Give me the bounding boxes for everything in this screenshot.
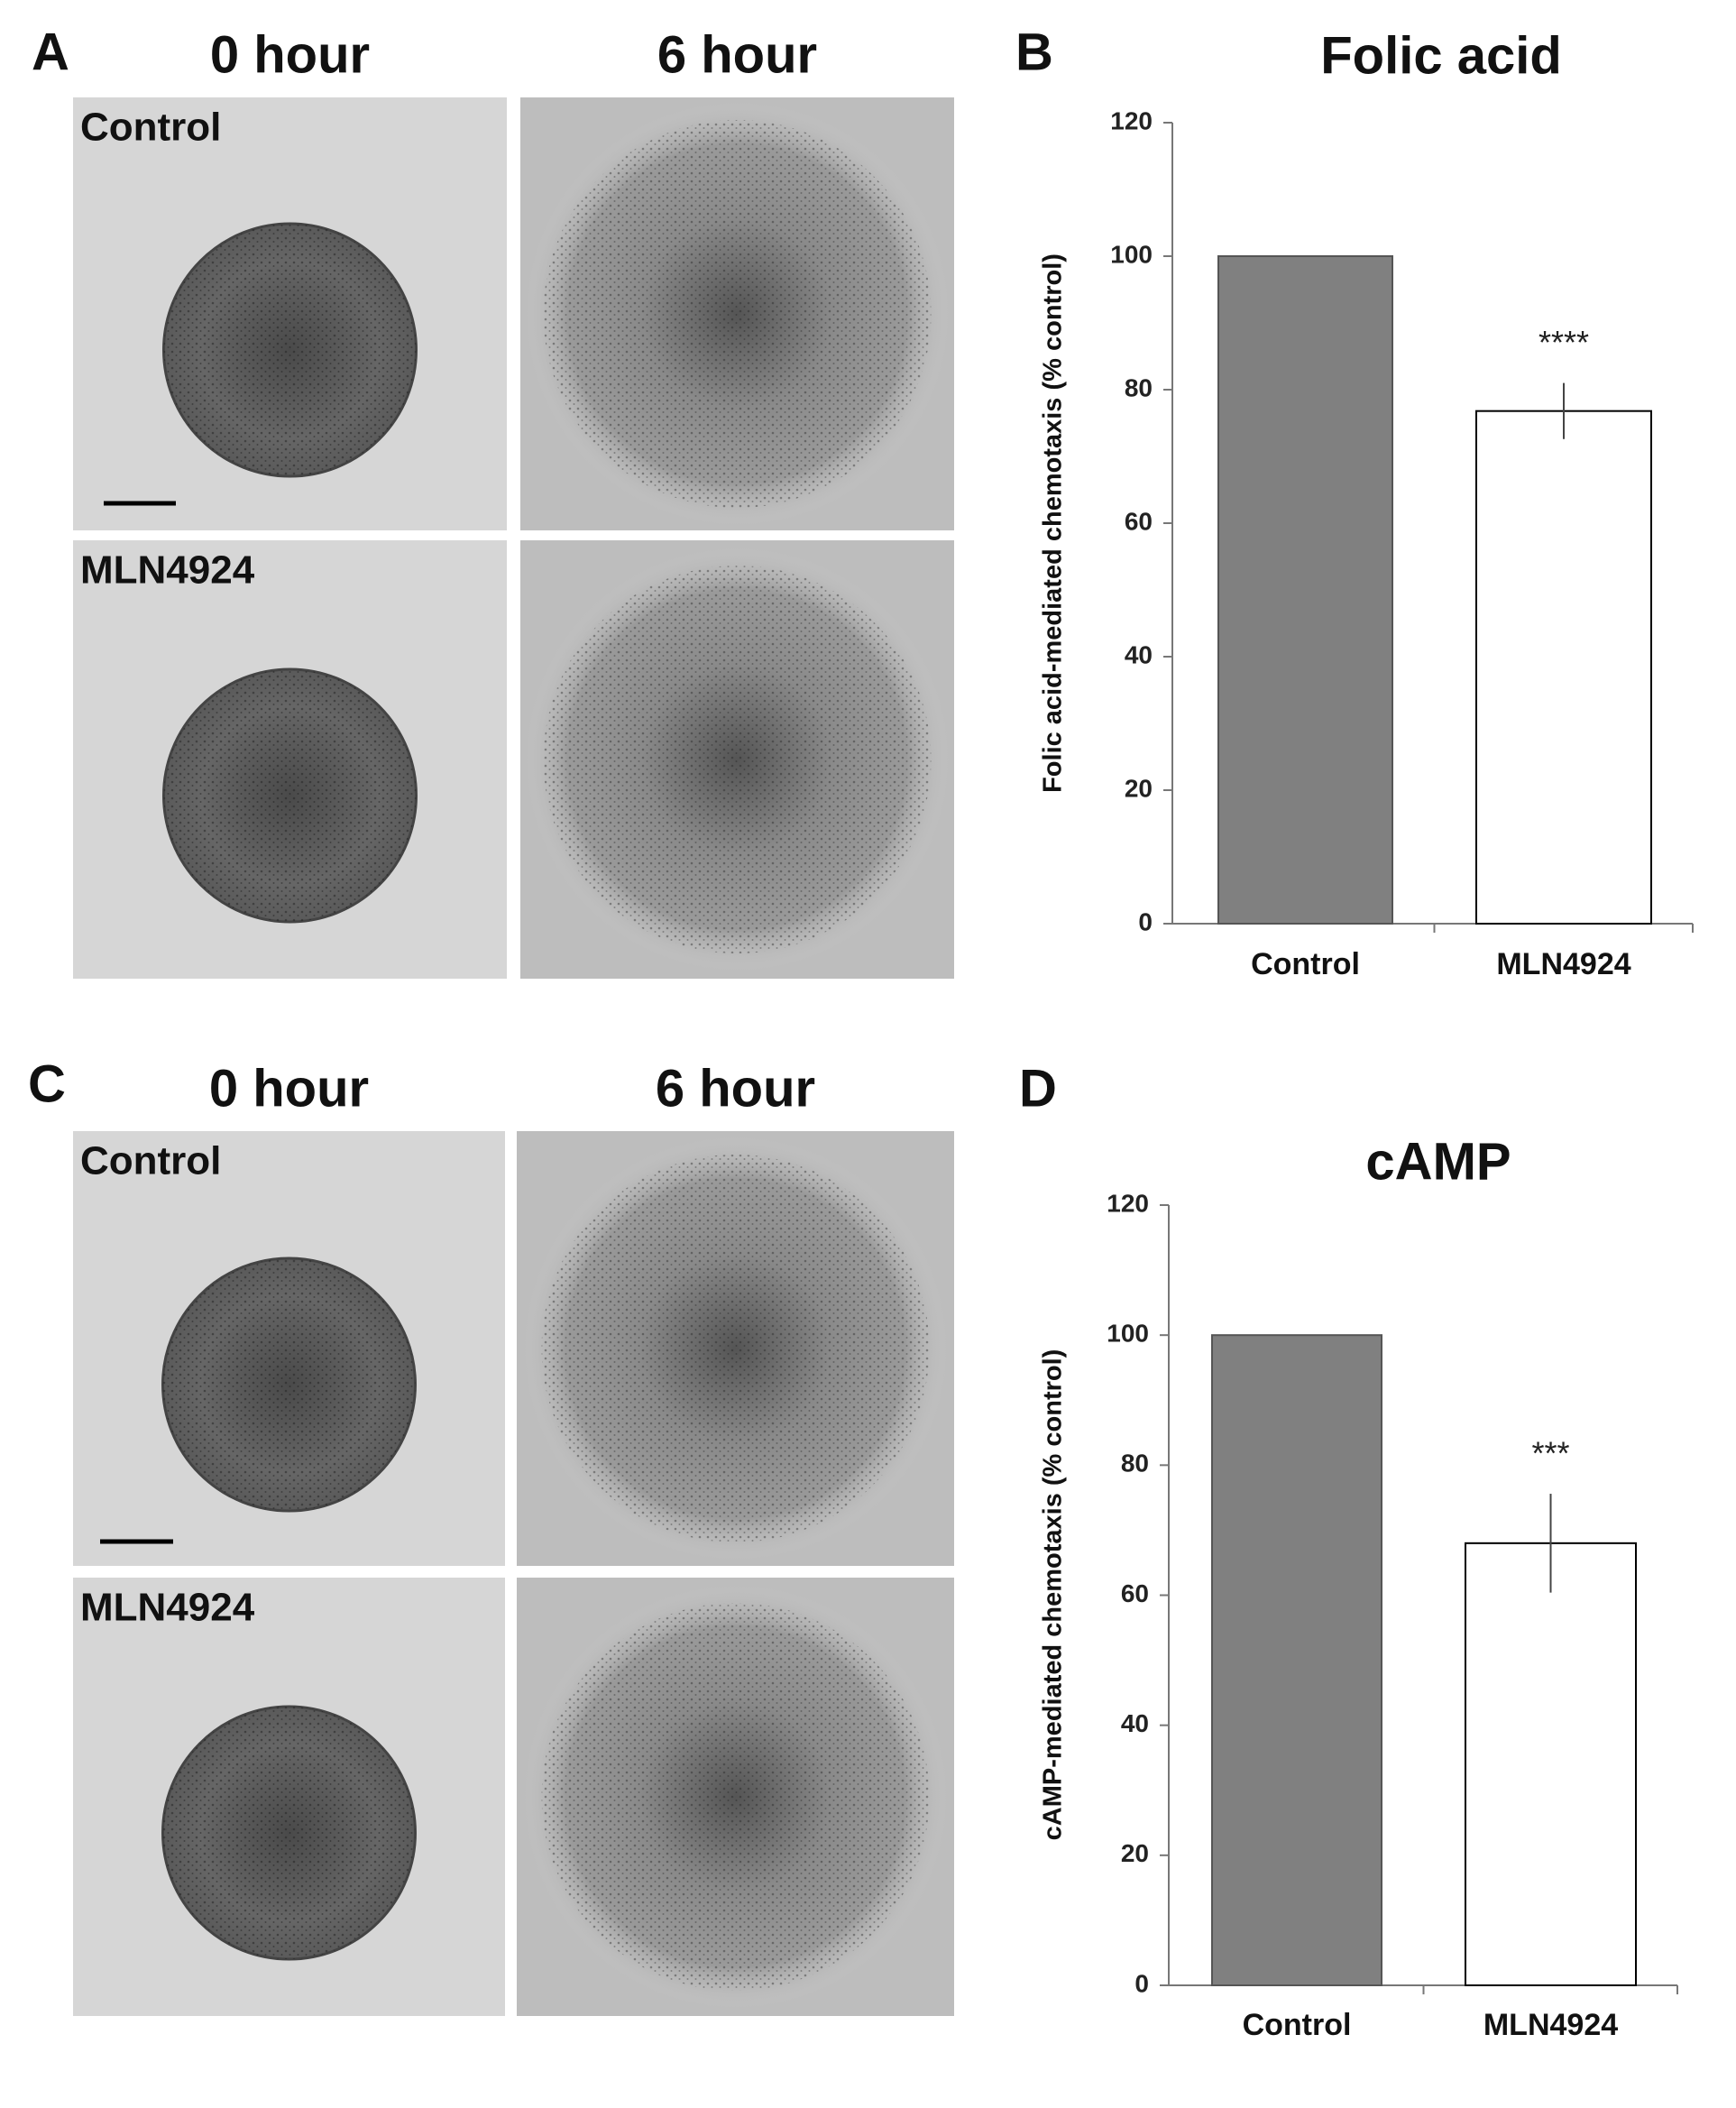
y-tick-label: 0 (1134, 1969, 1149, 1997)
y-tick-label: 120 (1110, 106, 1153, 134)
column-title: 0 hour (209, 1059, 369, 1118)
y-tick-label: 80 (1125, 373, 1153, 401)
panel-label: D (1019, 1059, 1057, 1118)
y-tick-label: 100 (1107, 1320, 1149, 1348)
y-tick-label: 0 (1138, 907, 1153, 935)
significance: **** (1539, 324, 1589, 361)
colony-texture (163, 669, 417, 922)
y-tick-label: 20 (1121, 1839, 1149, 1867)
row-label: MLN4924 (80, 548, 255, 593)
chart-title: Folic acid (1320, 26, 1562, 85)
panel-label: A (32, 23, 69, 81)
y-tick-label: 20 (1125, 774, 1153, 802)
colony-texture (163, 224, 417, 476)
colony-texture (162, 1258, 416, 1511)
y-axis-label: cAMP-mediated chemotaxis (% control) (1039, 1349, 1068, 1841)
column-title: 0 hour (210, 25, 370, 84)
x-tick-label: Control (1251, 947, 1360, 981)
panel-label: B (1015, 23, 1053, 81)
x-tick-label: MLN4924 (1496, 947, 1630, 981)
y-tick-label: 60 (1121, 1579, 1149, 1607)
column-title: 6 hour (656, 1059, 815, 1118)
bar (1211, 1334, 1382, 1986)
significance: *** (1531, 1435, 1569, 1472)
row-label: Control (80, 106, 221, 150)
bar (1465, 1542, 1637, 1987)
colony-texture (162, 1707, 416, 1959)
y-tick-label: 100 (1110, 240, 1153, 268)
chart-title: cAMP (1365, 1132, 1511, 1191)
y-tick-label: 120 (1107, 1189, 1149, 1217)
y-tick-label: 60 (1125, 507, 1153, 535)
y-tick-label: 40 (1121, 1709, 1149, 1737)
panel-label: C (28, 1054, 66, 1113)
y-axis-label: Folic acid-mediated chemotaxis (% contro… (1039, 253, 1068, 793)
bar (1217, 255, 1393, 925)
y-tick-label: 40 (1125, 640, 1153, 668)
colony-texture (543, 566, 932, 953)
y-tick-label: 80 (1121, 1450, 1149, 1477)
x-tick-label: Control (1243, 2008, 1352, 2042)
column-title: 6 hour (657, 25, 817, 84)
x-tick-label: MLN4924 (1483, 2008, 1618, 2042)
row-label: MLN4924 (80, 1586, 255, 1630)
colony-texture (541, 1155, 930, 1542)
colony-texture (541, 1603, 930, 1991)
row-label: Control (80, 1139, 221, 1183)
bar (1475, 410, 1652, 925)
colony-texture (543, 120, 932, 508)
